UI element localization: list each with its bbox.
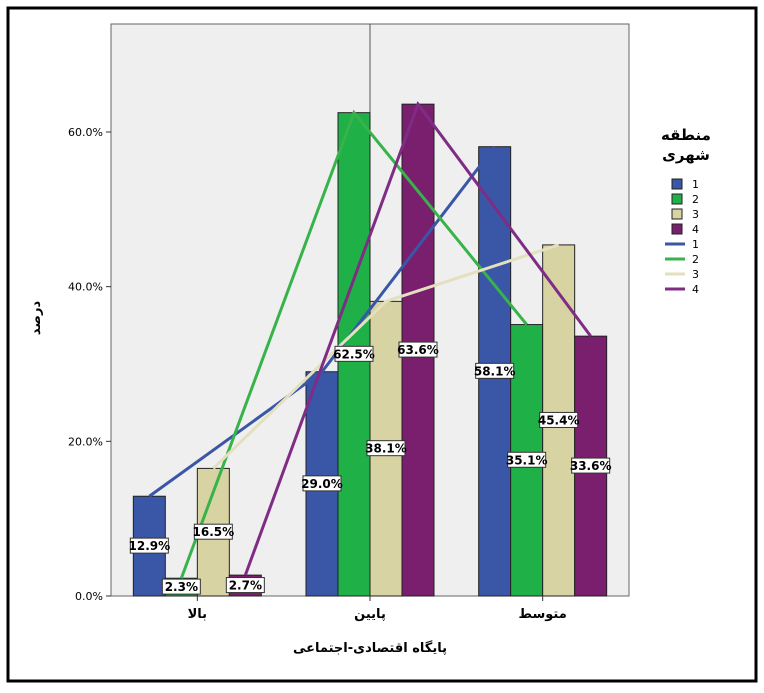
axes-layer: 0.0% 20.0% 40.0% 60.0% بالا پایین متوسط bbox=[68, 126, 567, 622]
legend-label: 2 bbox=[692, 253, 699, 266]
line-series-4 bbox=[243, 101, 592, 576]
y-axis-label: درصد bbox=[29, 301, 44, 336]
line-series-3 bbox=[212, 243, 560, 470]
data-label: 2.3% bbox=[161, 578, 201, 595]
legend-swatch-bar bbox=[671, 223, 683, 235]
legend-label: 2 bbox=[692, 193, 699, 206]
legend-label: 4 bbox=[692, 223, 699, 236]
data-label: 45.4% bbox=[538, 411, 580, 428]
data-label: 16.5% bbox=[193, 523, 235, 540]
x-tick-label: پایین bbox=[354, 607, 386, 622]
svg-text:35.1%: 35.1% bbox=[506, 453, 548, 467]
svg-text:38.1%: 38.1% bbox=[365, 442, 407, 456]
data-label: 35.1% bbox=[506, 451, 548, 468]
x-tick-label: متوسط bbox=[519, 607, 567, 622]
data-label: 29.0% bbox=[301, 475, 343, 492]
legend-label: 3 bbox=[692, 208, 699, 221]
svg-text:2.7%: 2.7% bbox=[229, 579, 262, 593]
data-label: 12.9% bbox=[129, 537, 171, 554]
legend-swatch-bar bbox=[671, 178, 683, 190]
data-label: 63.6% bbox=[397, 341, 439, 358]
legend-label: 1 bbox=[692, 178, 699, 191]
x-axis-label: پایگاه اقتصادی-اجتماعی bbox=[293, 640, 447, 656]
data-label: 38.1% bbox=[365, 440, 407, 457]
line-series-1 bbox=[148, 145, 496, 498]
svg-text:33.6%: 33.6% bbox=[570, 459, 612, 473]
svg-text:58.1%: 58.1% bbox=[474, 364, 516, 378]
y-tick-label: 60.0% bbox=[68, 126, 103, 139]
legend-label: 1 bbox=[692, 238, 699, 251]
svg-text:62.5%: 62.5% bbox=[333, 347, 375, 361]
svg-text:16.5%: 16.5% bbox=[193, 525, 235, 539]
svg-text:2.3%: 2.3% bbox=[165, 580, 198, 594]
legend: منطقه شهری 1 2 3 4 1 2 3 4 bbox=[661, 126, 711, 296]
data-label: 2.7% bbox=[225, 577, 265, 594]
svg-text:63.6%: 63.6% bbox=[397, 343, 439, 357]
y-tick-label: 0.0% bbox=[75, 590, 103, 603]
data-label: 62.5% bbox=[333, 345, 375, 362]
svg-text:45.4%: 45.4% bbox=[538, 413, 580, 427]
lines-layer bbox=[148, 101, 592, 579]
legend-swatch-bar bbox=[671, 208, 683, 220]
legend-swatch-bar bbox=[671, 193, 683, 205]
legend-label: 3 bbox=[692, 268, 699, 281]
data-label: 33.6% bbox=[570, 457, 612, 474]
line-series-2 bbox=[179, 109, 528, 579]
legend-title: شهری bbox=[662, 146, 710, 164]
legend-label: 4 bbox=[692, 283, 699, 296]
data-labels-layer: 12.9% 29.0% 58.1% 2.3% 62.5% 35.1% 16.5% 38.1% 4… bbox=[129, 341, 612, 595]
y-tick-label: 20.0% bbox=[68, 435, 103, 448]
legend-title: منطقه bbox=[661, 126, 711, 144]
x-tick-label: بالا bbox=[188, 607, 207, 622]
y-tick-label: 40.0% bbox=[68, 281, 103, 294]
data-label: 58.1% bbox=[474, 362, 516, 379]
svg-text:29.0%: 29.0% bbox=[301, 477, 343, 491]
svg-text:12.9%: 12.9% bbox=[129, 539, 171, 553]
